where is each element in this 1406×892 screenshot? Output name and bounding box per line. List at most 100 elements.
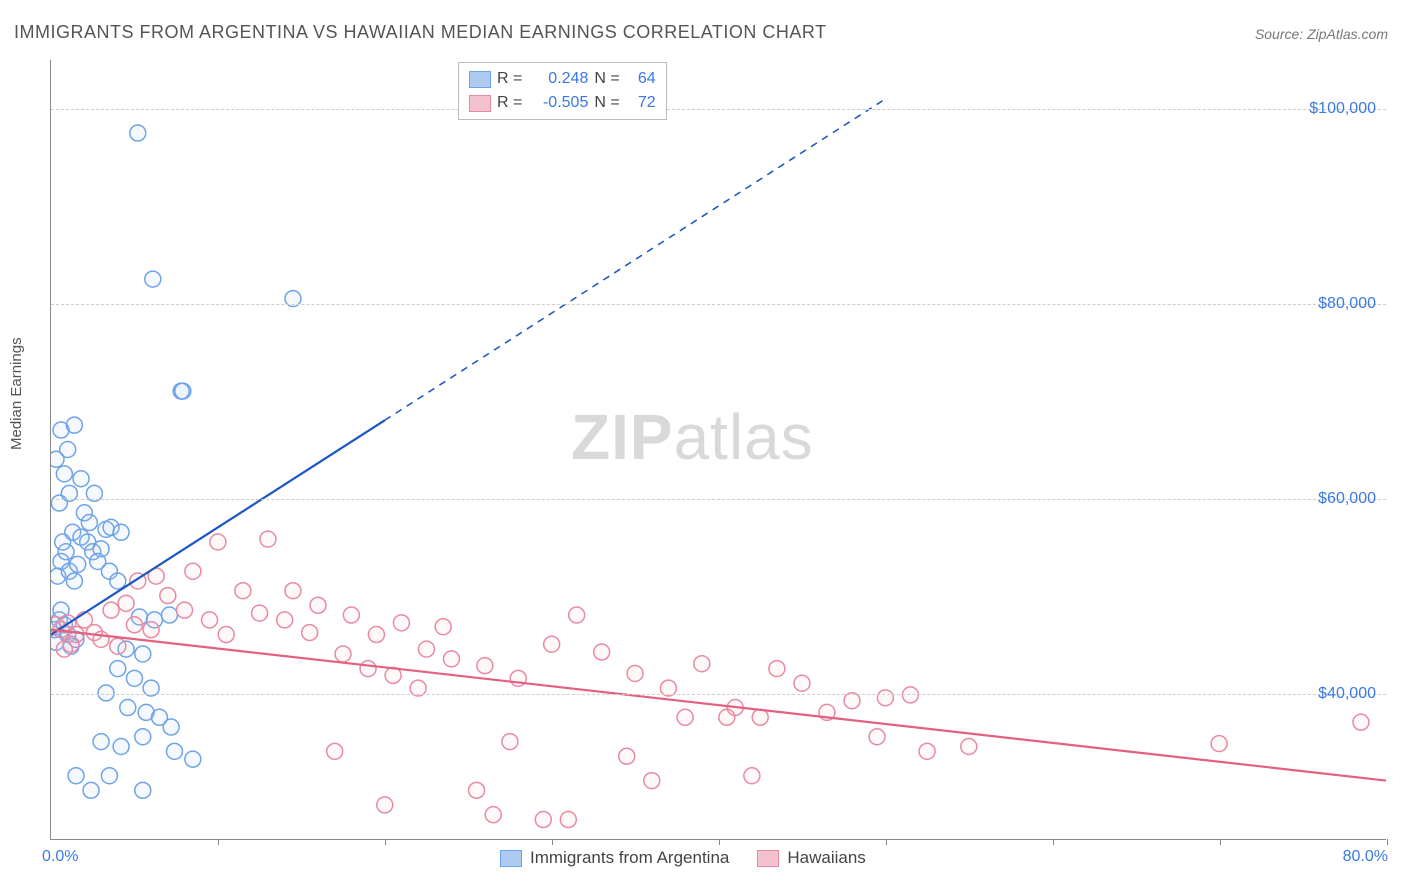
data-point <box>202 612 218 628</box>
x-tick <box>1387 839 1388 845</box>
legend-label-argentina: Immigrants from Argentina <box>530 848 729 868</box>
legend-row-argentina: R = 0.248 N = 64 <box>469 67 656 91</box>
gridline <box>51 499 1386 500</box>
source-label: Source: ZipAtlas.com <box>1255 26 1388 42</box>
data-point <box>619 748 635 764</box>
data-point <box>719 709 735 725</box>
data-point <box>877 690 893 706</box>
data-point <box>66 573 82 589</box>
data-point <box>343 607 359 623</box>
data-point <box>360 661 376 677</box>
data-point <box>185 751 201 767</box>
legend-item-argentina: Immigrants from Argentina <box>500 848 729 868</box>
y-tick-label: $100,000 <box>1309 100 1376 118</box>
data-point <box>218 627 234 643</box>
data-point <box>794 675 810 691</box>
data-point <box>485 807 501 823</box>
data-point <box>260 531 276 547</box>
y-tick-label: $80,000 <box>1318 295 1376 313</box>
r-label: R = <box>497 70 522 88</box>
data-point <box>185 563 201 579</box>
swatch-hawaiians-2 <box>757 850 779 867</box>
data-point <box>252 605 268 621</box>
data-point <box>161 607 177 623</box>
swatch-argentina-2 <box>500 850 522 867</box>
chart-svg <box>51 60 1386 839</box>
r-value-argentina: 0.248 <box>528 70 588 88</box>
data-point <box>81 515 97 531</box>
data-point <box>110 638 126 654</box>
data-point <box>327 743 343 759</box>
x-tick <box>1053 839 1054 845</box>
gridline <box>51 109 1386 110</box>
data-point <box>1353 714 1369 730</box>
data-point <box>844 693 860 709</box>
data-point <box>177 602 193 618</box>
data-point <box>902 687 918 703</box>
data-point <box>444 651 460 667</box>
n-label-2: N = <box>594 94 619 112</box>
data-point <box>744 768 760 784</box>
n-value-argentina: 64 <box>626 70 656 88</box>
data-point <box>120 700 136 716</box>
data-point <box>110 661 126 677</box>
data-point <box>118 595 134 611</box>
data-point <box>103 602 119 618</box>
data-point <box>101 768 117 784</box>
data-point <box>594 644 610 660</box>
legend-item-hawaiians: Hawaiians <box>757 848 865 868</box>
data-point <box>135 782 151 798</box>
plot-area: ZIPatlas $40,000$60,000$80,000$100,000 <box>50 60 1386 840</box>
data-point <box>113 739 129 755</box>
x-max-label: 80.0% <box>1343 848 1388 866</box>
regression-line-extrapolated <box>385 99 886 420</box>
data-point <box>175 383 191 399</box>
data-point <box>56 641 72 657</box>
data-point <box>93 734 109 750</box>
x-min-label: 0.0% <box>42 848 78 866</box>
data-point <box>210 534 226 550</box>
data-point <box>1211 736 1227 752</box>
y-tick-label: $40,000 <box>1318 685 1376 703</box>
x-tick <box>218 839 219 845</box>
swatch-argentina <box>469 71 491 88</box>
data-point <box>919 743 935 759</box>
data-point <box>143 622 159 638</box>
data-point <box>393 615 409 631</box>
data-point <box>68 768 84 784</box>
data-point <box>869 729 885 745</box>
data-point <box>70 556 86 572</box>
data-point <box>569 607 585 623</box>
data-point <box>469 782 485 798</box>
data-point <box>130 125 146 141</box>
swatch-hawaiians <box>469 95 491 112</box>
x-tick <box>1220 839 1221 845</box>
r-label-2: R = <box>497 94 522 112</box>
n-label: N = <box>594 70 619 88</box>
correlation-legend: R = 0.248 N = 64 R = -0.505 N = 72 <box>458 62 667 120</box>
data-point <box>56 466 72 482</box>
series-legend: Immigrants from Argentina Hawaiians <box>500 848 866 868</box>
data-point <box>435 619 451 635</box>
x-tick <box>552 839 553 845</box>
data-point <box>560 812 576 828</box>
data-point <box>126 670 142 686</box>
data-point <box>126 617 142 633</box>
y-tick-label: $60,000 <box>1318 490 1376 508</box>
data-point <box>145 271 161 287</box>
regression-line <box>51 630 1386 781</box>
data-point <box>285 583 301 599</box>
x-tick <box>719 839 720 845</box>
data-point <box>310 597 326 613</box>
chart-title: IMMIGRANTS FROM ARGENTINA VS HAWAIIAN ME… <box>14 22 827 43</box>
data-point <box>335 646 351 662</box>
x-tick <box>385 839 386 845</box>
data-point <box>502 734 518 750</box>
data-point <box>55 534 71 550</box>
y-axis-label: Median Earnings <box>8 337 25 450</box>
data-point <box>235 583 251 599</box>
legend-row-hawaiians: R = -0.505 N = 72 <box>469 91 656 115</box>
data-point <box>769 661 785 677</box>
data-point <box>110 573 126 589</box>
data-point <box>66 417 82 433</box>
